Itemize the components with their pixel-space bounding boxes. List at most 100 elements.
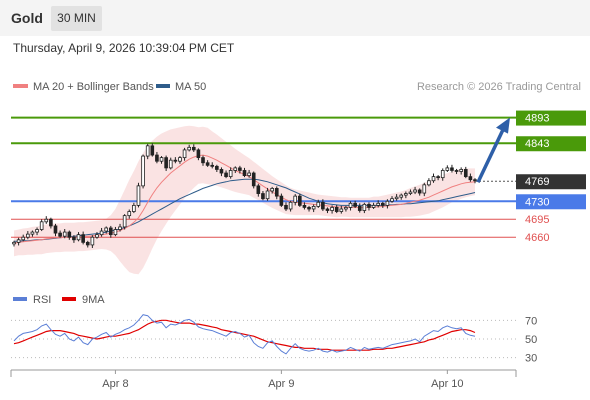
candle-body: [30, 231, 35, 235]
candle-body: [353, 202, 357, 207]
rsi-tick-70: 70: [525, 315, 537, 327]
current-price-label: 4769: [525, 176, 549, 188]
candle-body: [49, 218, 53, 227]
candle-body: [108, 227, 113, 236]
candle-body: [113, 229, 118, 236]
candle-body: [127, 211, 132, 217]
candle-body: [348, 202, 353, 208]
timeframe-button[interactable]: 30 MIN: [51, 6, 102, 31]
ma9-legend-swatch: [62, 297, 76, 301]
candle-body: [270, 188, 274, 192]
candle-body: [122, 215, 127, 228]
level-label-4843: 4843: [525, 138, 549, 150]
candle-body: [261, 193, 265, 200]
candle-body: [168, 159, 173, 169]
level-label-4695: 4695: [525, 214, 549, 226]
candle-body: [459, 169, 463, 172]
forecast-arrow-shaft: [476, 126, 506, 184]
candle-body: [468, 176, 473, 181]
rsi-plot: 70 50 30: [11, 314, 537, 365]
candle-body: [132, 204, 136, 212]
credit-text: Research © 2026 Trading Central: [417, 81, 581, 93]
candle-body: [90, 236, 95, 246]
candle-body: [187, 146, 191, 151]
candle-body: [302, 204, 307, 208]
candle-body: [274, 188, 279, 197]
candle-body: [76, 234, 81, 241]
candle-body: [408, 191, 413, 194]
rsi-legend-swatch: [13, 297, 27, 301]
candle-body: [205, 162, 210, 166]
candle-body: [463, 169, 468, 178]
candle-body: [12, 241, 16, 245]
ma20-legend-label: MA 20 + Bollinger Bands: [33, 81, 154, 93]
main-plot: 4893 4843 4730 4695 4660 4769: [11, 110, 586, 275]
candle-body: [145, 145, 150, 157]
level-tag-4730: [516, 194, 586, 210]
candle-body: [450, 167, 454, 171]
candle-body: [298, 195, 302, 206]
level-label-4730: 4730: [525, 196, 549, 208]
candle-body: [173, 159, 178, 162]
candle-body: [53, 225, 58, 234]
candle-body: [311, 206, 316, 210]
candle-body: [62, 231, 67, 237]
candle-body: [238, 167, 242, 171]
candle-body: [95, 234, 99, 238]
candle-body: [404, 193, 408, 196]
x-tick-label: Apr 8: [102, 378, 128, 390]
candle-body: [279, 195, 284, 206]
candle-body: [339, 208, 344, 212]
rsi-line: [13, 314, 476, 355]
ma9-legend-label: 9MA: [82, 294, 105, 306]
ma50-legend-swatch: [156, 84, 170, 88]
candle-body: [321, 201, 325, 210]
candle-body: [21, 236, 26, 241]
candle-body: [136, 185, 141, 206]
candle-body: [454, 170, 459, 172]
level-label-4893: 4893: [525, 113, 549, 125]
candle-body: [445, 167, 450, 171]
ma50-legend-label: MA 50: [175, 81, 206, 93]
candle-body: [293, 195, 298, 203]
candle-body: [284, 204, 288, 210]
time-axis: Apr 8 Apr 9 Apr 10: [10, 369, 517, 390]
candle-body: [431, 176, 436, 182]
candle-body: [417, 189, 422, 194]
instrument-title: Gold: [11, 10, 43, 26]
candle-body: [440, 170, 445, 179]
candle-body: [191, 146, 196, 151]
candle-body: [256, 185, 261, 194]
x-tick-label: Apr 9: [268, 378, 294, 390]
candle-body: [371, 204, 376, 208]
candle-body: [399, 194, 404, 198]
candle-body: [251, 172, 256, 187]
candle-body: [325, 208, 330, 211]
candle-body: [118, 226, 122, 230]
candle-body: [39, 221, 44, 230]
ma20-legend-swatch: [13, 84, 28, 88]
candle-body: [376, 202, 381, 206]
current-price-tag: [516, 174, 586, 190]
level-tag-4843: [516, 136, 586, 152]
candle-body: [436, 176, 440, 179]
candle-body: [99, 230, 104, 236]
candle-body: [228, 170, 233, 178]
candle-body: [72, 236, 76, 241]
candle-body: [473, 179, 477, 182]
candle-body: [58, 232, 62, 237]
candle-body: [26, 233, 30, 238]
header-bar: Gold 30 MIN: [0, 0, 590, 36]
candle-body: [224, 172, 228, 178]
rsi-legend-label: RSI: [33, 294, 51, 306]
candle-body: [210, 164, 215, 167]
candle-body: [178, 157, 182, 162]
candle-body: [344, 207, 348, 210]
candle-body: [201, 157, 205, 164]
candle-body: [159, 157, 164, 162]
forecast-arrow-head: [496, 117, 510, 134]
candle-body: [334, 207, 339, 212]
candle-body: [427, 180, 431, 186]
candle-body: [233, 167, 238, 171]
level-label-4660: 4660: [525, 232, 549, 244]
